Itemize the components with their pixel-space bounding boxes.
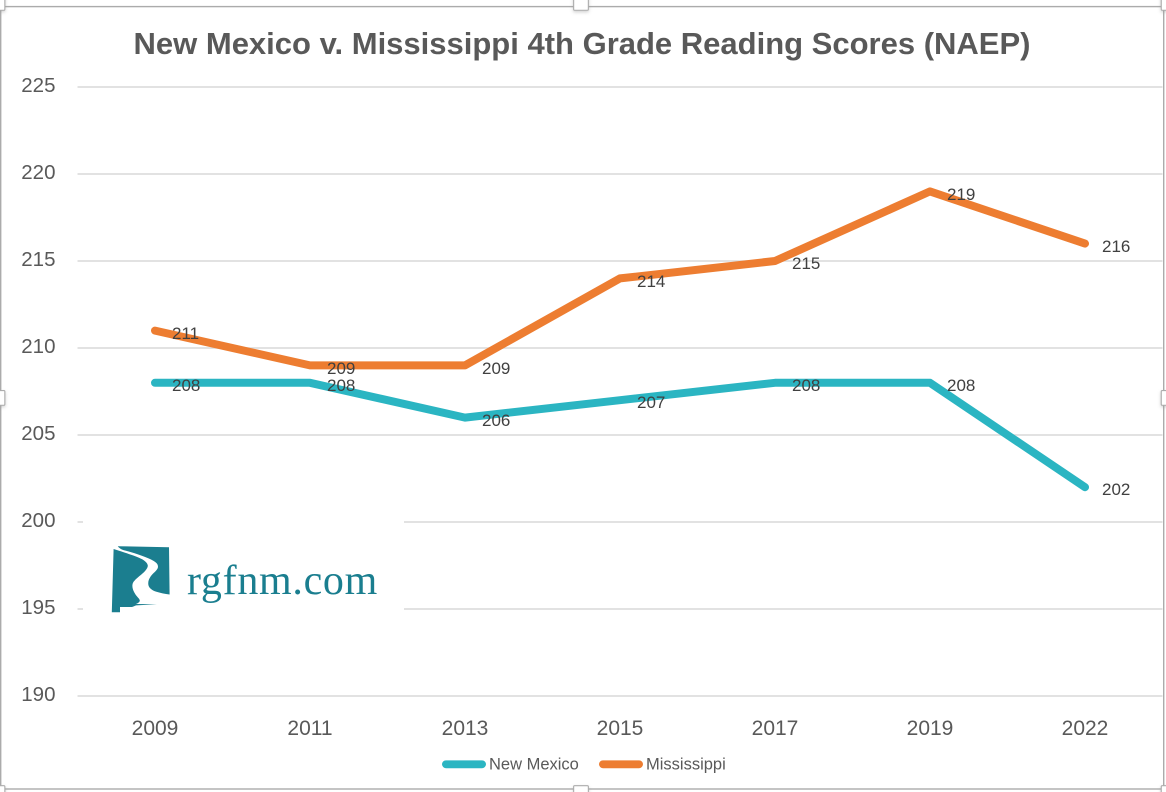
svg-text:2011: 2011: [287, 717, 332, 740]
svg-text:208: 208: [172, 376, 200, 395]
svg-text:2015: 2015: [597, 717, 644, 740]
svg-text:New Mexico: New Mexico: [489, 756, 579, 774]
svg-text:Mississippi: Mississippi: [646, 756, 726, 774]
svg-text:206: 206: [482, 411, 510, 430]
svg-text:190: 190: [21, 683, 55, 706]
svg-text:rgfnm.com: rgfnm.com: [187, 558, 378, 604]
svg-text:209: 209: [327, 359, 355, 378]
svg-text:2019: 2019: [907, 717, 954, 740]
svg-text:209: 209: [482, 359, 510, 378]
svg-text:2022: 2022: [1062, 717, 1109, 740]
svg-text:215: 215: [21, 248, 55, 271]
svg-text:202: 202: [1102, 480, 1130, 499]
svg-text:2013: 2013: [442, 717, 489, 740]
svg-text:195: 195: [21, 596, 55, 619]
svg-text:216: 216: [1102, 237, 1130, 256]
svg-text:211: 211: [172, 324, 199, 343]
svg-text:208: 208: [327, 376, 355, 395]
svg-text:210: 210: [21, 335, 55, 358]
svg-text:225: 225: [21, 74, 55, 97]
svg-text:2009: 2009: [132, 717, 179, 740]
svg-text:200: 200: [21, 509, 55, 532]
svg-text:2017: 2017: [752, 717, 799, 740]
svg-text:220: 220: [21, 161, 55, 184]
svg-text:215: 215: [792, 254, 820, 273]
svg-text:207: 207: [637, 393, 665, 412]
svg-text:214: 214: [637, 272, 665, 291]
svg-text:205: 205: [21, 422, 55, 445]
svg-text:New Mexico v. Mississippi 4th: New Mexico v. Mississippi 4th Grade Read…: [134, 26, 1031, 61]
svg-text:208: 208: [792, 376, 820, 395]
svg-text:208: 208: [947, 376, 975, 395]
svg-text:219: 219: [947, 185, 975, 204]
